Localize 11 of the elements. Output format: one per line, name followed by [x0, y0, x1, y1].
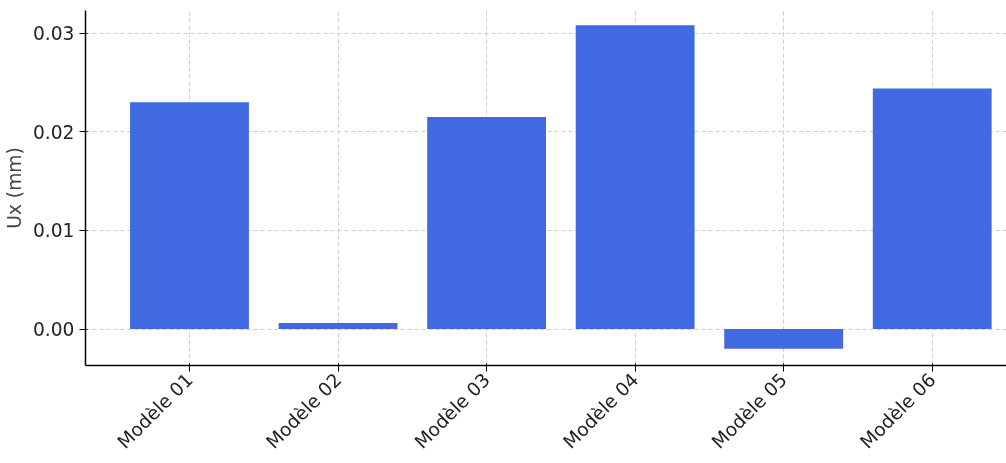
- y-tick-label: 0.02: [32, 121, 75, 143]
- bar: [278, 323, 398, 330]
- y-tick-label: 0.01: [32, 220, 75, 242]
- y-tick-label: 0.03: [32, 23, 75, 45]
- bar: [575, 25, 695, 330]
- bar: [724, 329, 844, 349]
- y-axis-title: Ux (mm): [3, 147, 25, 229]
- bar: [427, 117, 546, 330]
- bar: [130, 102, 249, 330]
- y-tick-label: 0.00: [32, 319, 75, 341]
- bar: [872, 88, 992, 330]
